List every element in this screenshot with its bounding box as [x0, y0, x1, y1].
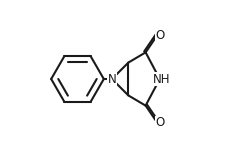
Text: O: O [155, 116, 165, 129]
Text: O: O [155, 29, 165, 42]
Text: NH: NH [153, 73, 170, 85]
Text: N: N [108, 73, 116, 85]
